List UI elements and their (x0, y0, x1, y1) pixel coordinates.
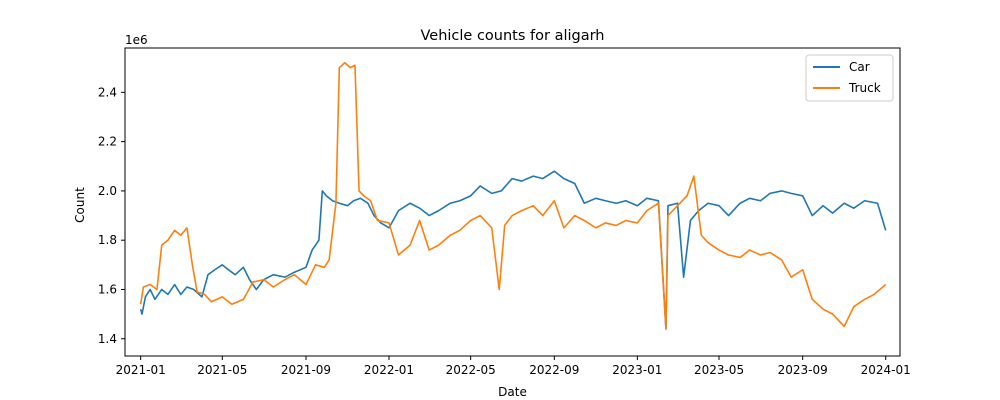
x-tick-label: 2023-01 (612, 363, 662, 377)
y-tick-label: 2.2 (98, 135, 117, 149)
y-tick-label: 2.0 (98, 184, 117, 198)
y-axis: 1.4 1.6 1.8 2.0 2.2 2.4 (98, 85, 125, 346)
y-tick-label: 1.4 (98, 332, 117, 346)
x-tick-label: 2022-05 (446, 363, 496, 377)
y-tick-label: 1.6 (98, 282, 117, 296)
x-tick-label: 2022-09 (529, 363, 579, 377)
series-line-car (139, 170, 887, 330)
x-tick-label: 2021-05 (197, 363, 247, 377)
series-line-truck (139, 61, 887, 330)
x-tick-label: 2021-01 (116, 363, 166, 377)
y-tick-label: 1.8 (98, 233, 117, 247)
x-tick-label: 2023-09 (778, 363, 828, 377)
x-axis-label: Date (498, 385, 527, 399)
plot-frame (124, 47, 901, 357)
legend: Car Truck (805, 54, 894, 102)
x-tick-label: 2023-05 (694, 363, 744, 377)
x-tick-label: 2021-09 (281, 363, 331, 377)
x-tick-label: 2024-01 (861, 363, 911, 377)
x-tick-label: 2022-01 (364, 363, 414, 377)
y-tick-label: 2.4 (98, 85, 117, 99)
chart-title: Vehicle counts for aligarh (420, 28, 604, 44)
legend-label-car: Car (849, 60, 870, 74)
x-axis: 2021-01 2021-05 2021-09 2022-01 2022-05 2022-… (116, 356, 911, 377)
y-offset-label: 1e6 (125, 33, 148, 47)
y-axis-label: Count (73, 187, 87, 223)
legend-label-truck: Truck (848, 81, 881, 95)
plot-area (139, 61, 887, 330)
